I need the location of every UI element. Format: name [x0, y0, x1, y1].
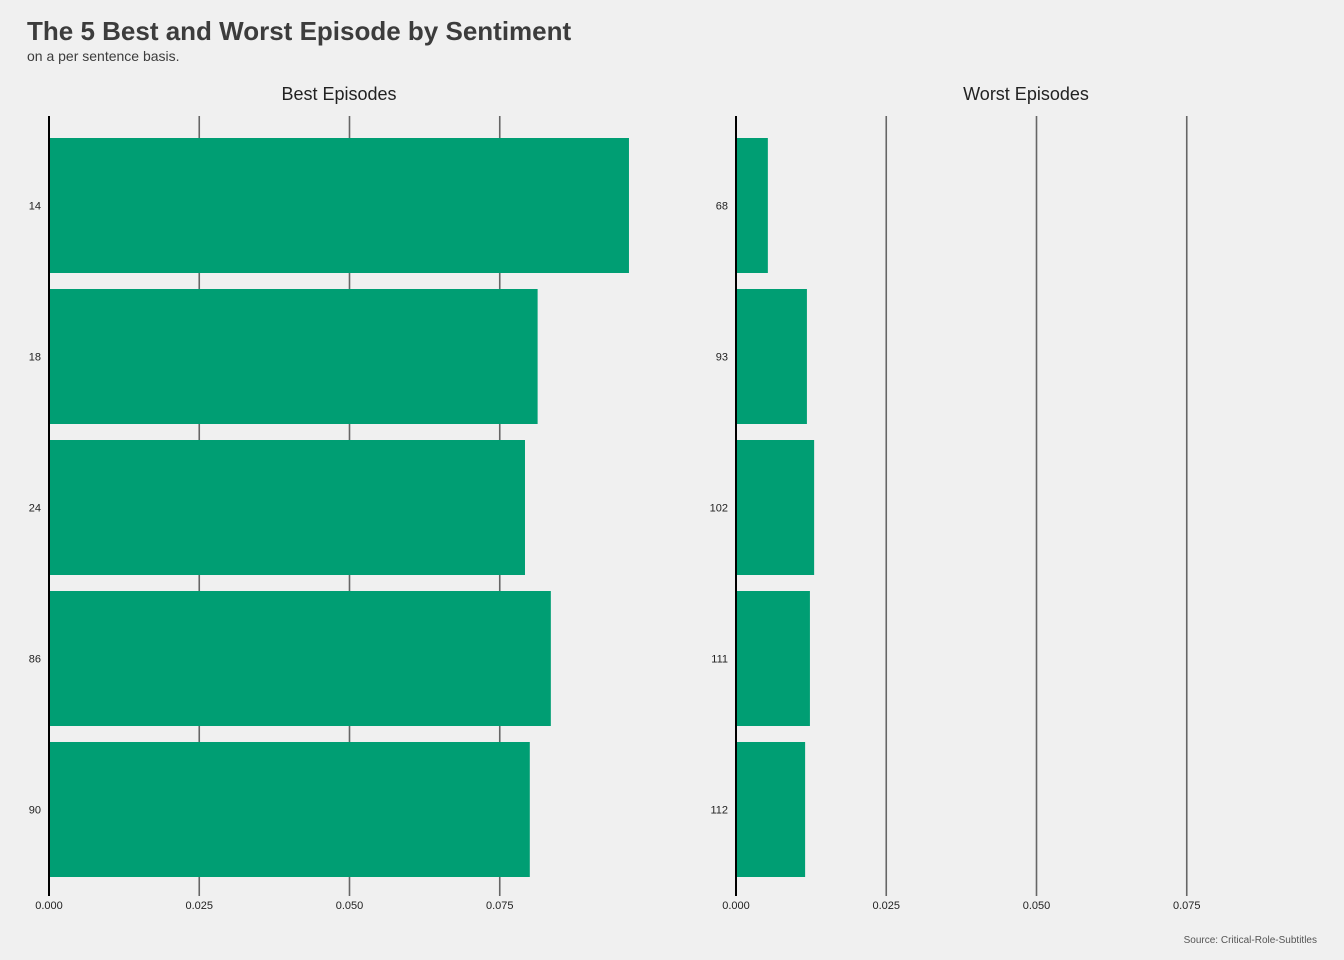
worst-x-tick-label: 0.075 — [1173, 900, 1201, 912]
chart-title: The 5 Best and Worst Episode by Sentimen… — [27, 16, 572, 46]
worst-episodes-panel: Worst Episodes 0.000 0.025 0.050 0.075 68 93 10… — [710, 84, 1201, 912]
best-bar-18 — [49, 289, 538, 424]
source-caption: Source: Critical-Role-Subtitles — [1183, 935, 1317, 946]
worst-x-tick-label: 0.050 — [1023, 900, 1051, 912]
worst-bar-112 — [736, 742, 806, 877]
worst-x-tick-label: 0.000 — [722, 900, 750, 912]
worst-category-label: 68 — [716, 201, 728, 213]
worst-category-label: 93 — [716, 352, 728, 364]
worst-bar-68 — [736, 138, 768, 273]
best-category-label: 14 — [29, 201, 41, 213]
best-bar-14 — [49, 138, 629, 273]
best-category-label: 90 — [29, 805, 41, 817]
best-x-tick-label: 0.050 — [336, 900, 364, 912]
worst-bar-93 — [736, 289, 807, 424]
best-x-tick-label: 0.025 — [185, 900, 213, 912]
best-bar-86 — [49, 591, 551, 726]
worst-x-tick-label: 0.025 — [872, 900, 900, 912]
best-panel-title: Best Episodes — [281, 84, 396, 104]
best-episodes-panel: Best Episodes 0.000 0.025 0.050 0.075 14 18 24 8… — [29, 84, 629, 912]
worst-panel-title: Worst Episodes — [963, 84, 1089, 104]
best-category-label: 24 — [29, 503, 41, 515]
worst-category-label: 112 — [710, 805, 728, 817]
best-bar-90 — [49, 742, 530, 877]
best-category-label: 86 — [29, 654, 41, 666]
best-x-tick-label: 0.000 — [35, 900, 63, 912]
worst-bar-111 — [736, 591, 810, 726]
worst-category-label: 102 — [710, 503, 728, 515]
chart-subtitle: on a per sentence basis. — [27, 48, 180, 64]
best-x-tick-label: 0.075 — [486, 900, 514, 912]
best-category-label: 18 — [29, 352, 41, 364]
worst-bar-102 — [736, 440, 815, 575]
worst-category-label: 111 — [711, 654, 728, 666]
best-bar-24 — [49, 440, 525, 575]
